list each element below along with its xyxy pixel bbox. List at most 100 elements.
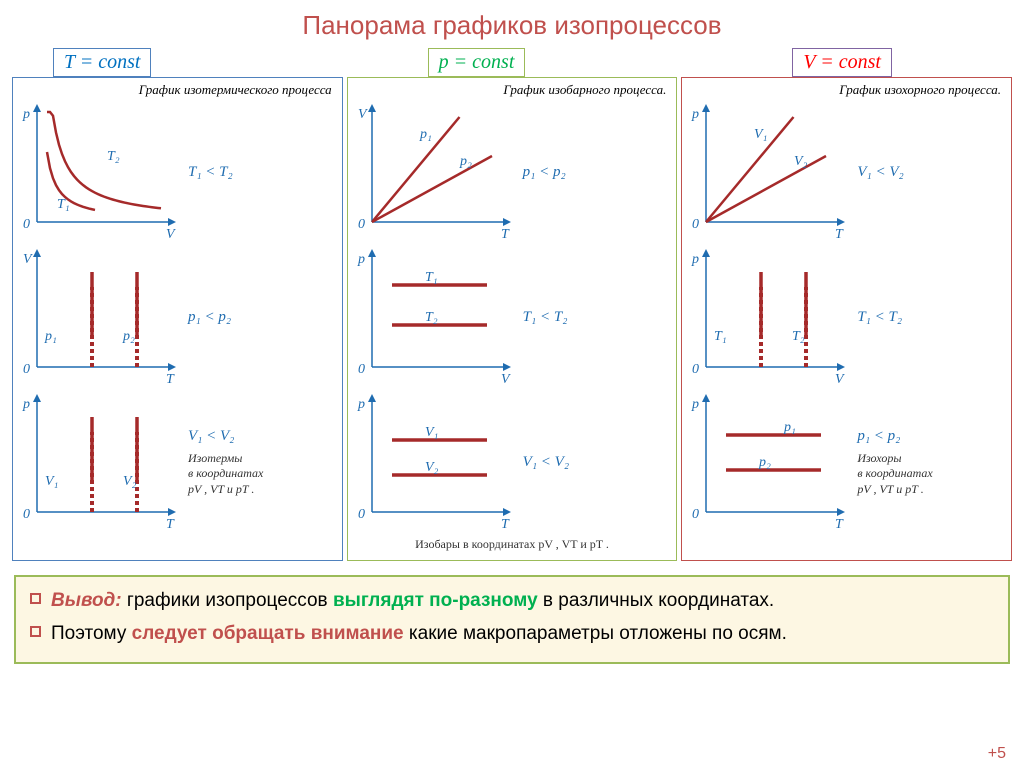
column-title: График изохорного процесса. — [684, 80, 1009, 100]
graph-svg-wrap: p V 0 T₁T₂ — [684, 245, 849, 390]
graph-svg: p T 0 p₁p₂ — [684, 390, 849, 530]
graph-svg: p T 0 V₁ V₂ — [684, 100, 849, 240]
svg-text:0: 0 — [23, 217, 30, 232]
svg-text:V₁: V₁ — [425, 425, 438, 440]
formula-box: V = const — [792, 48, 892, 77]
graph-svg-wrap: p V 0 T₁ T₂ — [15, 100, 180, 245]
svg-text:p₁: p₁ — [419, 127, 432, 142]
svg-text:V₁: V₁ — [45, 474, 58, 489]
column-title: График изотермического процесса — [15, 80, 340, 100]
graph-row: p T 0 p₁p₂p₁ < p₂Изохорыв координатахpV … — [684, 390, 1009, 535]
svg-text:p₂: p₂ — [122, 329, 135, 344]
graph-svg: V T 0 p₁ p₂ — [15, 245, 180, 385]
main-title: Панорама графиков изопроцессов — [0, 0, 1024, 49]
graph-condition: V₁ < V₂ — [849, 164, 1009, 181]
svg-text:T: T — [501, 227, 510, 240]
graph-condition: p₁ < p₂ — [515, 164, 675, 181]
svg-text:V₁: V₁ — [754, 127, 767, 142]
svg-text:V₂: V₂ — [794, 154, 808, 169]
svg-text:V: V — [166, 227, 176, 240]
svg-text:V₂: V₂ — [123, 474, 137, 489]
columns-wrap: T = const График изотермического процесса… — [0, 49, 1024, 561]
column-caption: Изобары в координатах pV , VT и pT . — [350, 535, 675, 554]
graph-svg-wrap: p T 0 p₁p₂ — [684, 390, 849, 535]
svg-text:T: T — [835, 227, 844, 240]
conclusion-line: Поэтому следует обращать внимание какие … — [30, 620, 994, 649]
svg-text:0: 0 — [358, 217, 365, 232]
column-2: V = constГрафик изохорного процесса. p T… — [681, 77, 1012, 561]
svg-text:p: p — [357, 397, 365, 412]
svg-text:T: T — [501, 517, 510, 530]
graph-svg: p V 0 T₁ T₂ — [350, 245, 515, 385]
svg-text:T: T — [835, 517, 844, 530]
graph-svg: p V 0 T₁ T₂ — [15, 100, 180, 240]
svg-text:p: p — [22, 107, 30, 122]
graph-svg-wrap: p T 0 V₁V₂ — [350, 390, 515, 535]
graph-row: p V 0 T₁ T₂ T₁ < T₂ — [15, 100, 340, 245]
formula-box: p = const — [428, 48, 526, 77]
svg-text:T: T — [166, 372, 175, 385]
graph-svg-wrap: V T 0 p₁ p₂ — [350, 100, 515, 245]
svg-text:0: 0 — [23, 362, 30, 377]
svg-text:p₂: p₂ — [758, 455, 771, 470]
svg-text:p₁: p₁ — [44, 329, 57, 344]
page-number: +5 — [988, 745, 1006, 763]
svg-text:T₁: T₁ — [57, 197, 70, 212]
graph-row: V T 0 p₁ p₂ p₁ < p₂ — [350, 100, 675, 245]
svg-text:T₁: T₁ — [425, 270, 438, 285]
graph-condition: T₁ < T₂ — [849, 309, 1009, 326]
graph-condition: V₁ < V₂Изотермыв координатахpV , VT и pT… — [180, 428, 340, 498]
graph-row: p T 0 V₁ V₂ V₁ < V₂Изотермыв координатахpV… — [15, 390, 340, 535]
conclusion-text: Вывод: графики изопроцессов выглядят по-… — [51, 587, 774, 616]
svg-text:0: 0 — [358, 507, 365, 522]
graph-svg-wrap: p T 0 V₁ V₂ — [15, 390, 180, 535]
graph-caption: Изотермыв координатахpV , VT и pT . — [188, 451, 340, 498]
svg-text:T: T — [166, 517, 175, 530]
svg-text:0: 0 — [692, 217, 699, 232]
svg-text:0: 0 — [23, 507, 30, 522]
svg-text:T₂: T₂ — [107, 149, 120, 164]
svg-text:p₂: p₂ — [459, 154, 472, 169]
graph-svg: p V 0 T₁T₂ — [684, 245, 849, 385]
svg-text:0: 0 — [358, 362, 365, 377]
graph-svg-wrap: V T 0 p₁ p₂ — [15, 245, 180, 390]
svg-text:V: V — [358, 107, 368, 122]
column-1: p = constГрафик изобарного процесса. V T… — [347, 77, 678, 561]
graph-row: V T 0 p₁ p₂ p₁ < p₂ — [15, 245, 340, 390]
graph-svg-wrap: p V 0 T₁ T₂ — [350, 245, 515, 390]
svg-text:V: V — [835, 372, 845, 385]
graph-row: p V 0 T₁ T₂ T₁ < T₂ — [350, 245, 675, 390]
graph-svg: V T 0 p₁ p₂ — [350, 100, 515, 240]
svg-text:p: p — [691, 107, 699, 122]
svg-text:T₁: T₁ — [714, 329, 727, 344]
graph-svg-wrap: p T 0 V₁ V₂ — [684, 100, 849, 245]
graph-condition: V₁ < V₂ — [515, 454, 675, 471]
graph-row: p V 0 T₁T₂T₁ < T₂ — [684, 245, 1009, 390]
graph-condition: p₁ < p₂ — [180, 309, 340, 326]
graph-row: p T 0 V₁ V₂ V₁ < V₂ — [684, 100, 1009, 245]
conclusion-text: Поэтому следует обращать внимание какие … — [51, 620, 787, 649]
conclusion-box: Вывод: графики изопроцессов выглядят по-… — [14, 575, 1010, 664]
graph-condition: p₁ < p₂Изохорыв координатахpV , VT и pT … — [849, 428, 1009, 498]
column-title: График изобарного процесса. — [350, 80, 675, 100]
svg-text:p: p — [357, 252, 365, 267]
graph-condition: T₁ < T₂ — [180, 164, 340, 181]
graph-caption: Изохорыв координатахpV , VT и pT . — [857, 451, 1009, 498]
svg-text:p: p — [22, 397, 30, 412]
column-0: T = constГрафик изотермического процесса… — [12, 77, 343, 561]
svg-text:0: 0 — [692, 362, 699, 377]
graph-condition: T₁ < T₂ — [515, 309, 675, 326]
svg-text:p: p — [691, 252, 699, 267]
bullet-icon — [30, 626, 41, 637]
svg-text:0: 0 — [692, 507, 699, 522]
bullet-icon — [30, 593, 41, 604]
graph-svg: p T 0 V₁V₂ — [350, 390, 515, 530]
conclusion-line: Вывод: графики изопроцессов выглядят по-… — [30, 587, 994, 616]
graph-row: p T 0 V₁V₂V₁ < V₂ — [350, 390, 675, 535]
graph-svg: p T 0 V₁ V₂ — [15, 390, 180, 530]
svg-text:V: V — [23, 252, 33, 267]
svg-text:p₁: p₁ — [783, 420, 796, 435]
svg-text:T₂: T₂ — [425, 310, 438, 325]
formula-box: T = const — [53, 48, 151, 77]
svg-text:V: V — [501, 372, 511, 385]
